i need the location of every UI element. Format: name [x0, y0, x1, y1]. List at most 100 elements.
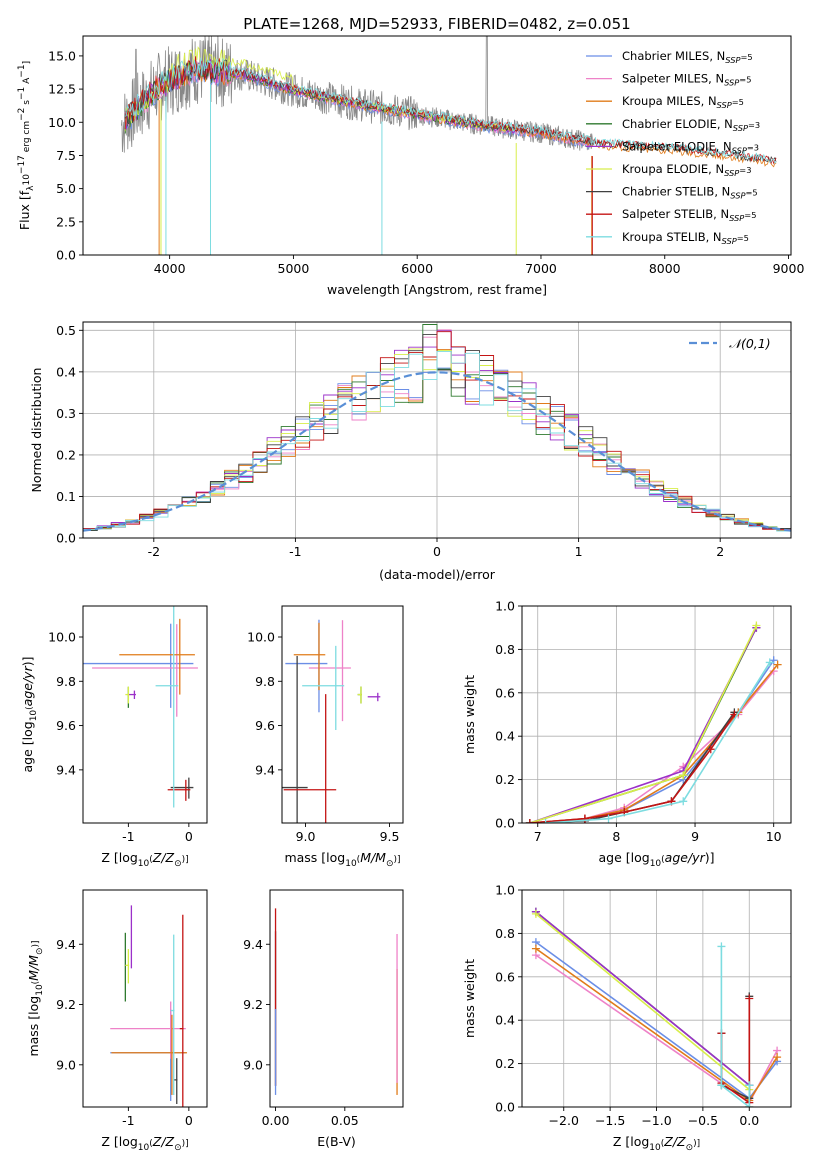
x-tick-label: 0.0 — [739, 1113, 759, 1128]
x-axis-label: Z [log10(Z/Z⊙)] — [101, 1134, 188, 1153]
x-axis-label: E(B-V) — [317, 1134, 356, 1149]
label-part: Chabrier MILES, N — [622, 49, 725, 63]
y-tick-label: 9.8 — [56, 674, 76, 689]
plot-area — [83, 606, 198, 808]
y-axis-label: Flux [fλ10−17 erg cm−2 s−1 A−1] — [17, 61, 36, 230]
y-tick-label: 0.6 — [495, 969, 515, 984]
axes-frame — [82, 35, 792, 256]
y-tick-label: 0.0 — [495, 1100, 515, 1115]
label-part: Salpeter MILES, N — [622, 72, 724, 86]
label-part: age/yr — [20, 665, 35, 706]
legend-label: Kroupa MILES, NSSP=5 — [622, 94, 744, 110]
x-tick-label: 10 — [766, 829, 782, 844]
label-part: Kroupa MILES, N — [622, 94, 717, 108]
weight-marker — [745, 1081, 754, 1090]
legend-label: Salpeter ELODIE, NSSP=3 — [622, 139, 759, 155]
legend-label: Chabrier ELODIE, NSSP=3 — [622, 117, 760, 133]
label-part: Z/Z — [663, 1134, 686, 1149]
label-part: age/yr — [665, 850, 706, 865]
panels-layer: 4000 5000 6000 7000 8000 90000.02.55.07.510.0… — [17, 35, 804, 1153]
label-part: SSP — [733, 123, 748, 133]
label-part: =5 — [737, 233, 749, 243]
plot-area — [531, 907, 782, 1107]
y-tick-label: 0.0 — [56, 531, 76, 546]
label-part: )] — [705, 850, 715, 865]
label-part: Z/Z — [152, 1134, 175, 1149]
weight-line — [529, 659, 775, 823]
x-tick-label: 0 — [185, 829, 193, 844]
x-axis-label: wavelength [Angstrom, rest frame] — [327, 282, 547, 297]
axes-frame — [269, 889, 404, 1108]
weight-vs-z-axes: −2.0 −1.5 −1.0 −0.5 0.0 0.0 0.2 0.4 0.6 0.8 1.0 Z [… — [462, 883, 792, 1153]
y-tick-label: 0.5 — [56, 323, 76, 338]
label-part: ⊙ — [174, 859, 182, 869]
y-tick-label: 0.0 — [56, 248, 76, 263]
label-part: =3 — [747, 142, 759, 152]
y-tick-label: 9.4 — [56, 762, 76, 777]
label-part: SSP — [724, 78, 739, 88]
label-part: ( — [31, 981, 41, 985]
y-tick-label: 0.2 — [495, 1056, 515, 1071]
axes-frame — [281, 605, 404, 824]
label-part: =5 — [744, 210, 756, 220]
model-spectrum — [124, 59, 517, 134]
y-tick-label: 0.3 — [56, 406, 76, 421]
residual-axes: -2 -1 0 1 2 0.0 0.1 0.2 0.3 0.4 0.5 (data-model)/er… — [29, 321, 792, 582]
label-part: SSP — [717, 100, 732, 110]
label-part: Z [log — [613, 1134, 649, 1149]
x-tick-label: 5000 — [278, 261, 310, 276]
x-tick-label: -1 — [289, 544, 301, 559]
x-tick-label: 1 — [575, 544, 583, 559]
x-tick-label: -1 — [122, 829, 134, 844]
label-part: −2 — [17, 108, 27, 121]
label-part: ( — [661, 855, 665, 865]
label-part: E(B-V) — [317, 1134, 356, 1149]
y-tick-label: 9.0 — [243, 1057, 263, 1072]
x-tick-label: 9.0 — [296, 829, 316, 844]
weight-marker — [531, 944, 540, 953]
label-part: )] — [182, 855, 189, 865]
label-part: SSP — [732, 145, 747, 155]
label-part: 10 — [138, 1143, 150, 1153]
label-part: −1 — [17, 64, 27, 77]
weight-marker — [531, 909, 540, 918]
label-part: λ — [26, 185, 36, 191]
label-part: M/M — [26, 955, 41, 981]
x-tick-label: 0.00 — [262, 1113, 290, 1128]
x-axis-label: mass [log10(M/M⊙)] — [284, 850, 400, 869]
weight-marker — [773, 1053, 782, 1062]
plot-area — [525, 621, 782, 823]
x-tick-label: 2 — [716, 544, 724, 559]
label-part: ( — [149, 1139, 153, 1149]
plot-area — [83, 324, 791, 532]
y-tick-label: 9.4 — [255, 762, 275, 777]
label-part: 10 — [650, 859, 662, 869]
label-part: SSP — [729, 213, 744, 223]
label-part: ⊙ — [35, 947, 45, 955]
label-part: 10 — [649, 1143, 661, 1153]
label-part: ⊙ — [686, 1143, 694, 1153]
label-part: =5 — [732, 97, 744, 107]
label-part: Kroupa ELODIE, N — [622, 162, 724, 176]
label-part: M/M — [360, 850, 386, 865]
y-tick-label: 10.0 — [48, 630, 76, 645]
weight-line — [529, 714, 736, 823]
weight-marker — [717, 1081, 726, 1090]
weight-marker — [765, 658, 774, 667]
label-part: Flux [f — [17, 190, 32, 230]
label-part: Salpeter STELIB, N — [622, 207, 729, 221]
label-part: SSP — [730, 191, 745, 201]
label-part: mass [log — [284, 850, 345, 865]
label-part: )] — [182, 1139, 189, 1149]
y-tick-label: 9.4 — [243, 937, 263, 952]
y-tick-label: 0.1 — [56, 489, 76, 504]
label-part: age [log — [20, 721, 35, 772]
label-part: )] — [20, 657, 35, 667]
y-tick-label: 0.2 — [56, 447, 76, 462]
y-tick-label: 5.0 — [56, 181, 76, 196]
age-vs-z-axes: -1 09.49.69.810.0Z [log10(Z/Z⊙)]age [log1… — [20, 605, 208, 869]
weight-marker — [541, 819, 550, 823]
weight-marker — [745, 994, 754, 1003]
label-part: 10 — [29, 710, 39, 722]
x-axis-label: Z [log10(Z/Z⊙)] — [613, 1134, 700, 1153]
